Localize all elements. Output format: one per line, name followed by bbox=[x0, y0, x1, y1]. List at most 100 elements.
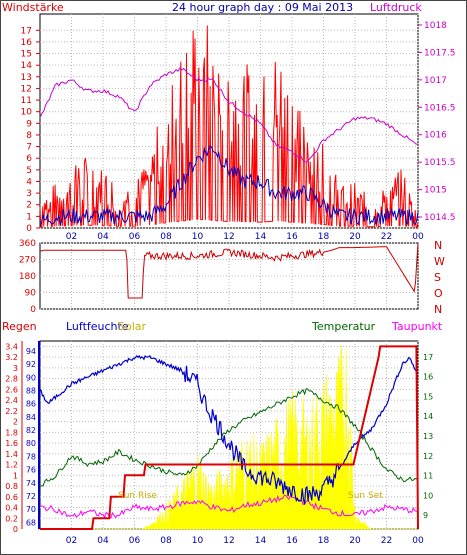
rain-axis-tick-label: 1.2 bbox=[5, 461, 18, 470]
direction-degree-tick-label: 360 bbox=[19, 239, 36, 249]
rain-axis-tick-label: 0.2 bbox=[5, 514, 18, 523]
wind-gust-series bbox=[39, 25, 419, 228]
temperature-label: Temperatur bbox=[311, 320, 376, 333]
wind-axis-tick-label: 3 bbox=[26, 189, 32, 199]
wind-axis-tick-label: 10 bbox=[21, 108, 33, 118]
wind-pressure-x-tick-label: 14 bbox=[255, 232, 267, 242]
temperature-axis-tick-label: 12 bbox=[423, 452, 433, 461]
direction-degree-tick-label: 270 bbox=[19, 256, 36, 266]
rain-axis-tick-label: 3.2 bbox=[5, 353, 18, 362]
wind-direction-grid bbox=[40, 242, 419, 310]
direction-degree-tick-label: 180 bbox=[19, 272, 36, 282]
wind-direction-series bbox=[39, 242, 419, 299]
wind-pressure-x-tick-label: 12 bbox=[223, 232, 234, 242]
temperature-axis-tick-label: 13 bbox=[423, 432, 433, 441]
temperature-axis-tick-label: 9 bbox=[423, 511, 428, 520]
rain-axis-tick-label: 1 bbox=[13, 471, 18, 480]
sunset-annotation: Sun Set bbox=[348, 491, 383, 501]
rain-axis-tick-label: 3.4 bbox=[5, 342, 18, 351]
wind-axis-tick-label: 4 bbox=[26, 177, 32, 187]
wind-axis-tick-label: 15 bbox=[21, 50, 32, 60]
wind-pressure-series bbox=[39, 25, 419, 228]
humidity-axis-tick-label: 82 bbox=[26, 426, 36, 435]
wind-pressure-x-tick-label: 00 bbox=[412, 232, 424, 242]
wind-axis-tick-label: 7 bbox=[26, 143, 32, 153]
humidity-label: Luftfeuchte bbox=[66, 320, 129, 333]
weather-x-tick-label: 02 bbox=[66, 536, 77, 546]
direction-compass-tick-label: S bbox=[434, 271, 441, 284]
solar-label: Solar bbox=[118, 320, 147, 333]
temperature-axis-tick-label: 17 bbox=[423, 353, 433, 362]
pressure-axis-tick-label: 1016 bbox=[424, 131, 447, 141]
humidity-axis-tick-label: 70 bbox=[26, 505, 36, 514]
temperature-series bbox=[39, 388, 419, 487]
rain-axis-tick-label: 0.8 bbox=[5, 482, 18, 491]
weather-x-tick-label: 04 bbox=[97, 536, 109, 546]
pressure-axis-tick-label: 1014.5 bbox=[424, 213, 456, 223]
humidity-axis-ticks: 68 70 72 74 76 78 80 82 84 86 88 90 92 94 bbox=[26, 347, 36, 528]
rain-axis-tick-label: 2.6 bbox=[5, 385, 18, 394]
humidity-axis-tick-label: 72 bbox=[26, 492, 36, 501]
humidity-axis-tick-label: 68 bbox=[26, 518, 36, 527]
humidity-axis-tick-label: 84 bbox=[26, 413, 36, 422]
humidity-axis-tick-label: 76 bbox=[26, 466, 36, 475]
wind-axis-tick-label: 6 bbox=[26, 154, 32, 164]
wind-pressure-x-tick-label: 06 bbox=[129, 232, 141, 242]
direction-degree-tick-label: 90 bbox=[25, 289, 37, 299]
temperature-axis-ticks: 9 10 11 12 13 14 15 16 17 bbox=[423, 353, 433, 520]
rain-series bbox=[40, 345, 419, 530]
pressure-axis-tick-label: 1018 bbox=[424, 21, 447, 31]
wind-axis-tick-label: 17 bbox=[21, 26, 32, 36]
weather-x-tick-label: 10 bbox=[192, 536, 204, 546]
weather-panel: Regen Luftfeuchte Solar Temperatur Taupu… bbox=[2, 320, 443, 546]
direction-compass-tick-label: O bbox=[434, 287, 443, 300]
wind-axis-tick-label: 14 bbox=[21, 61, 33, 71]
wind-pressure-x-tick-label: 08 bbox=[160, 232, 172, 242]
chart-title: 24 hour graph day : 09 Mai 2013 bbox=[172, 1, 353, 14]
wind-average-series bbox=[39, 145, 419, 227]
direction-compass-tick-label: W bbox=[434, 255, 445, 268]
wind-axis-tick-label: 12 bbox=[21, 84, 32, 94]
wind-pressure-x-tick-label: 10 bbox=[192, 232, 204, 242]
humidity-axis-tick-label: 88 bbox=[26, 386, 36, 395]
wind-axis-tick-label: 0 bbox=[26, 224, 32, 234]
weather-x-tick-label: 16 bbox=[286, 536, 298, 546]
direction-compass-tick-label: N bbox=[434, 303, 442, 316]
weather-x-tick-label: 00 bbox=[412, 536, 424, 546]
left-axis-label: Windstärke bbox=[2, 1, 64, 14]
pressure-axis-tick-label: 1017 bbox=[424, 76, 447, 86]
rain-axis-tick-label: 3 bbox=[13, 364, 18, 373]
rain-axis-ticks: 0 0.20.4 0.6 0.8 11.2 1.4 1.6 1.82 2.2 2.4 2.62.8 3… bbox=[5, 342, 18, 534]
rain-axis-tick-label: 1.4 bbox=[5, 450, 18, 459]
wind-axis-tick-label: 13 bbox=[21, 73, 32, 83]
humidity-axis-tick-label: 92 bbox=[26, 360, 36, 369]
right-axis-label: Luftdruck bbox=[370, 1, 422, 14]
rain-axis-tick-label: 0.4 bbox=[5, 504, 18, 513]
temperature-axis-tick-label: 11 bbox=[423, 472, 433, 481]
weather-x-tick-label: 22 bbox=[381, 536, 392, 546]
direction-compass-tick-label: N bbox=[434, 239, 442, 252]
rain-axis-tick-label: 0 bbox=[13, 525, 18, 534]
direction-degree-tick-label: 0 bbox=[30, 305, 36, 315]
wind-pressure-x-tick-label: 04 bbox=[97, 232, 109, 242]
wind-axis-tick-label: 9 bbox=[26, 119, 32, 129]
pressure-axis-tick-label: 1015 bbox=[424, 186, 447, 196]
weather-x-tick-label: 12 bbox=[223, 536, 234, 546]
rain-axis-tick-label: 2.8 bbox=[5, 375, 18, 384]
temperature-axis-tick-label: 16 bbox=[423, 373, 433, 382]
humidity-axis-tick-label: 74 bbox=[26, 479, 36, 488]
wind-axis-tick-label: 8 bbox=[26, 131, 32, 141]
wind-pressure-x-ticks: 02 04 06 08 10 12 14 16 18 20 22 00 bbox=[66, 232, 424, 242]
temperature-axis-tick-label: 10 bbox=[423, 491, 433, 500]
rain-axis-tick-label: 0.6 bbox=[5, 493, 18, 502]
wind-axis-tick-label: 16 bbox=[21, 38, 33, 48]
wind-pressure-x-tick-label: 22 bbox=[381, 232, 392, 242]
humidity-axis-tick-label: 78 bbox=[26, 452, 36, 461]
pressure-axis-tick-label: 1015.5 bbox=[424, 158, 456, 168]
